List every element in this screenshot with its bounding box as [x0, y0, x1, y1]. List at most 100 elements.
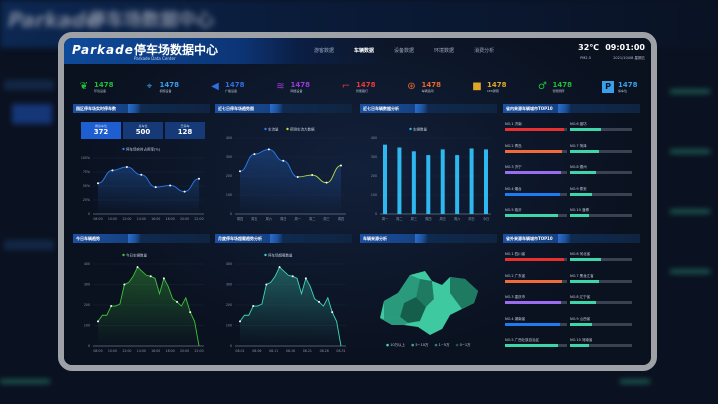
device-stat[interactable]: ❦ 1478 环境设备 [78, 81, 114, 93]
rank-bar [505, 149, 563, 153]
data-point[interactable] [296, 175, 299, 178]
map-region[interactable] [384, 293, 404, 319]
rank-track [570, 149, 632, 153]
data-point[interactable] [111, 169, 114, 172]
x-tick-label: 08.26 [320, 349, 329, 353]
rank-track [505, 279, 567, 283]
data-point[interactable] [278, 266, 281, 269]
camera-icon: ⌖ [146, 81, 153, 92]
legend-label: 10万以上 [390, 343, 406, 347]
bar[interactable] [397, 147, 402, 215]
data-point[interactable] [304, 277, 307, 280]
data-point[interactable] [97, 182, 99, 185]
panel-title: 园区停车场实时停车数 [73, 104, 210, 113]
rank-label: NO.7 黑龙江省 [570, 273, 594, 278]
map-legend-item: ● 0~1万 [456, 343, 471, 348]
bg-bar [670, 150, 710, 153]
data-point[interactable] [239, 320, 241, 323]
device-stat[interactable]: ◀ 1478 广播设备 [209, 81, 244, 93]
data-point[interactable] [340, 164, 342, 167]
data-point[interactable] [176, 300, 179, 303]
rank-label: NO.8 德州 [570, 165, 587, 169]
data-point[interactable] [265, 283, 268, 286]
device-stat[interactable]: ≋ 1478 网络设备 [275, 81, 310, 93]
data-point[interactable] [125, 165, 128, 168]
map-region[interactable] [450, 277, 478, 309]
nav-tab[interactable]: 设备数据 [394, 48, 415, 54]
panel-title: 月度停车场超载趋势分析 [215, 234, 352, 243]
data-point[interactable] [123, 283, 126, 286]
rank-bar [570, 128, 601, 131]
nav-tab[interactable]: 车辆数据 [354, 48, 375, 54]
x-tick-label: 周五 [251, 216, 258, 221]
data-point[interactable] [136, 266, 139, 269]
y-tick-label: 400 [226, 136, 232, 140]
legend-marker [286, 127, 289, 131]
rank-item: NO.5 临沂 [505, 208, 567, 217]
map-region[interactable] [420, 299, 450, 331]
device-stat[interactable]: ⊛ 1478 车辆道闸 [406, 81, 441, 93]
header [64, 38, 651, 64]
bar[interactable] [455, 155, 460, 214]
nav-tab[interactable]: 游客数据 [314, 48, 335, 54]
bar[interactable] [469, 148, 474, 214]
bg-bar [0, 380, 50, 383]
data-point[interactable] [154, 186, 157, 189]
data-point[interactable] [97, 320, 99, 323]
data-point[interactable] [149, 275, 152, 278]
rank-item: NO.4 烟台 [505, 187, 567, 196]
stat-label: LED屏幕 [487, 89, 499, 93]
x-tick-label: 今日 [483, 216, 489, 221]
data-point[interactable] [331, 311, 334, 314]
data-point[interactable] [253, 153, 256, 156]
data-point[interactable] [311, 174, 314, 177]
data-point[interactable] [169, 184, 172, 187]
map-region[interactable] [400, 297, 426, 323]
map-region[interactable] [380, 317, 408, 325]
y-tick-label: 300 [371, 155, 377, 159]
x-tick-label: 10:00 [108, 217, 117, 221]
data-point[interactable] [189, 311, 192, 314]
bar[interactable] [440, 149, 445, 214]
nav-tab[interactable]: 环境数据 [434, 48, 455, 54]
data-point[interactable] [140, 173, 143, 176]
device-stat[interactable]: P 1478 停车位 [602, 81, 637, 93]
rank-label: NO.8 辽宁省 [570, 295, 591, 299]
x-tick-label: 08.06 [252, 349, 261, 353]
map-region[interactable] [432, 281, 450, 307]
rank-item: NO.8 辽宁省 [570, 295, 632, 304]
stat-label: 环境设备 [94, 89, 107, 93]
rank-label: NO.2 广东省 [505, 273, 526, 278]
rank-label: NO.5 临沂 [505, 208, 522, 212]
data-point[interactable] [198, 177, 200, 180]
data-point[interactable] [162, 277, 165, 280]
nav-tab[interactable]: 消费分析 [474, 48, 495, 54]
rank-track [505, 258, 567, 261]
data-point[interactable] [183, 190, 186, 193]
bg-bar [670, 90, 710, 93]
bar[interactable] [484, 149, 488, 214]
data-point[interactable] [267, 148, 270, 151]
map-region[interactable] [416, 279, 434, 307]
device-stat[interactable]: ⌖ 1478 视频设备 [144, 81, 179, 93]
forecast-line [297, 165, 342, 184]
data-point[interactable] [325, 181, 328, 184]
device-stat[interactable]: ■ 1478 LED屏幕 [471, 81, 506, 93]
y-tick-label: 0 [88, 344, 90, 348]
bar[interactable] [383, 144, 387, 214]
device-stat[interactable]: ⌐ 1478 智能路灯 [340, 81, 376, 93]
device-stat[interactable]: ♂ 1478 智能厕所 [537, 81, 572, 93]
bar[interactable] [426, 155, 431, 214]
map-region[interactable] [398, 275, 420, 303]
data-point[interactable] [282, 159, 285, 162]
data-point[interactable] [318, 300, 321, 303]
data-point[interactable] [291, 275, 294, 278]
map-legend: ● 10万以上 ● 5~10万 ● 1~5万 ● 0~1万 [386, 343, 471, 348]
steering-wheel-icon: ⊛ [407, 81, 416, 92]
x-tick-label: 周六 [266, 216, 273, 221]
rank-label: NO.6 河北省 [570, 252, 591, 256]
data-point[interactable] [252, 305, 255, 308]
data-point[interactable] [239, 170, 241, 173]
data-point[interactable] [110, 305, 113, 308]
bar[interactable] [411, 151, 416, 214]
